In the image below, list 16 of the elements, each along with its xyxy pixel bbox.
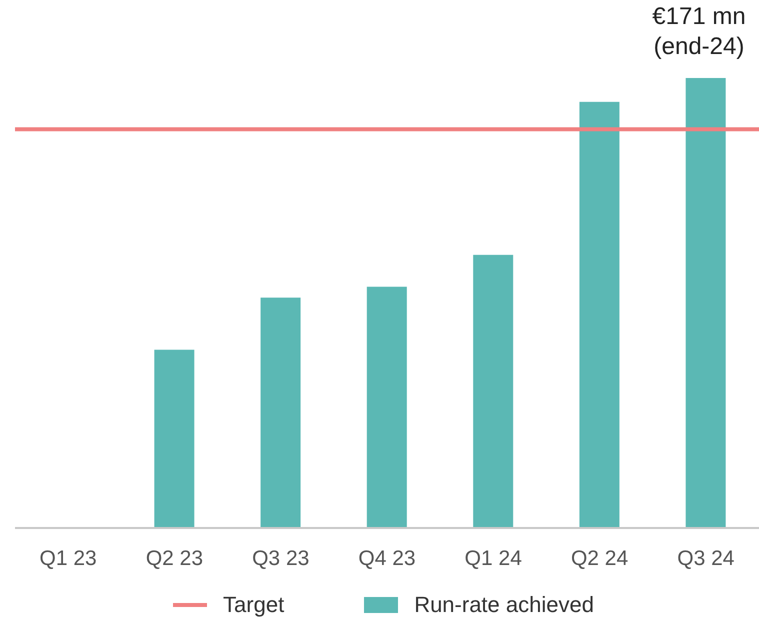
x-tick-label: Q1 23 [40,546,97,570]
x-tick-label: Q3 23 [252,546,310,570]
x-tick-label: Q4 23 [358,546,416,570]
bar [473,254,514,528]
bar [366,286,407,528]
bar [154,350,194,528]
x-tick-label: Q2 23 [146,546,204,570]
x-tick-label: Q3 24 [677,546,735,570]
x-tick-label: Q2 24 [570,546,628,570]
bar [260,298,301,528]
legend-label: Target [222,592,284,618]
x-tick-label: Q1 24 [464,546,522,570]
bar [686,78,726,528]
legend-label: Run-rate achieved [413,592,594,618]
bar [579,102,620,528]
text: €171 mn (end-24) [651,2,747,62]
